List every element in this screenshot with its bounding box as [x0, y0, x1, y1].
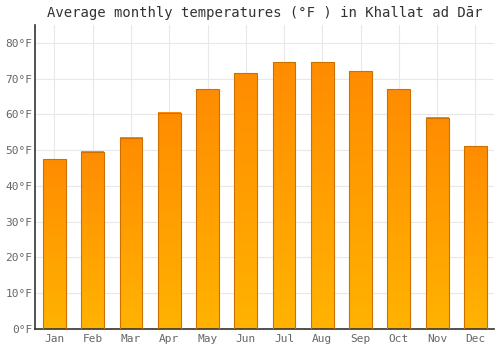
Bar [388, 89, 410, 329]
Bar [426, 118, 448, 329]
Bar [464, 147, 487, 329]
Bar [234, 73, 257, 329]
Bar [81, 152, 104, 329]
Bar [311, 62, 334, 329]
Title: Average monthly temperatures (°F ) in Khallat ad Dār: Average monthly temperatures (°F ) in Kh… [47, 6, 482, 20]
Bar [158, 112, 180, 329]
Bar [272, 62, 295, 329]
Bar [43, 159, 66, 329]
Bar [196, 89, 219, 329]
Bar [120, 138, 142, 329]
Bar [349, 71, 372, 329]
